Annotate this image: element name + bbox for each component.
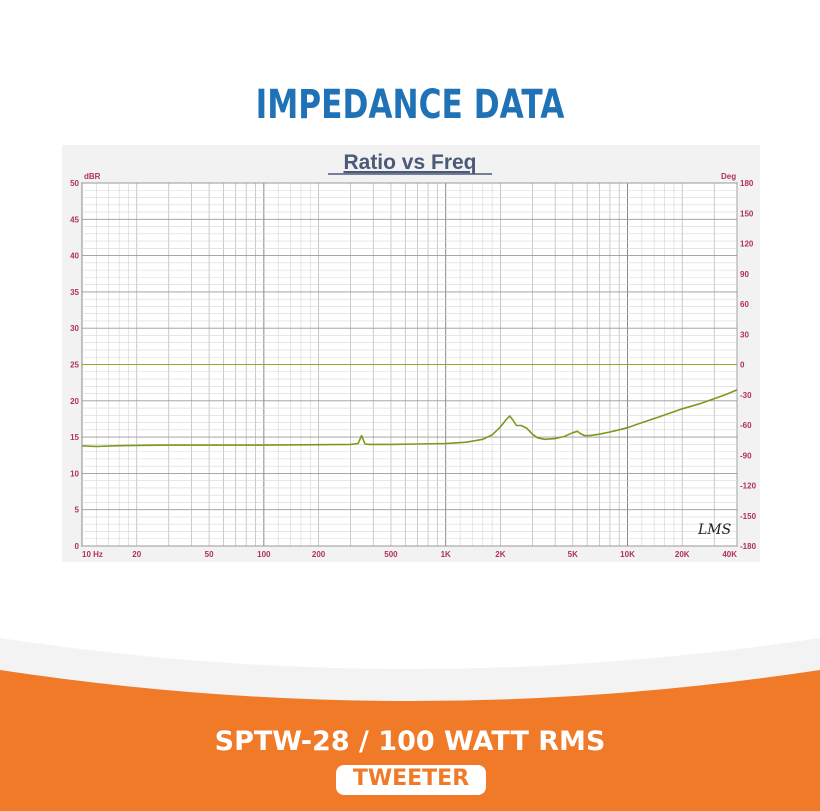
x-tick-label: 5K xyxy=(568,550,578,559)
footer-wave xyxy=(0,638,820,811)
y-tick-label: 40 xyxy=(70,252,79,261)
impedance-chart: Ratio vs Freq dBR Deg 0 5 10 15 20 25 30 35 40 45… xyxy=(62,145,760,562)
type-label: TWEETER xyxy=(352,766,470,791)
x-tick-label: 40K xyxy=(722,550,737,559)
y2-tick-label: -180 xyxy=(740,542,757,551)
y-axis-label: dBR xyxy=(84,172,101,181)
y-tick-label: 5 xyxy=(75,506,80,515)
y-tick-label: 0 xyxy=(75,542,80,551)
y2-tick-label: 30 xyxy=(740,330,749,339)
x-tick-label: 1K xyxy=(441,550,451,559)
x-tick-label: 2K xyxy=(495,550,505,559)
y2-tick-label: -60 xyxy=(740,421,752,430)
y2-tick-label: -120 xyxy=(740,482,757,491)
y2-tick-label: 90 xyxy=(740,270,749,279)
y2-tick-label: -90 xyxy=(740,451,752,460)
type-badge: TWEETER xyxy=(336,765,486,795)
y-tick-label: 45 xyxy=(70,215,79,224)
y-tick-label: 50 xyxy=(70,179,79,188)
y-tick-label: 25 xyxy=(70,361,79,370)
y2-axis-label: Deg xyxy=(721,172,736,181)
chart-canvas: Ratio vs Freq dBR Deg 0 5 10 15 20 25 30 35 40 45… xyxy=(70,151,756,559)
y-tick-label: 15 xyxy=(70,433,79,442)
x-tick-label: 20 xyxy=(132,550,141,559)
model-label: SPTW-28 / 100 WATT RMS xyxy=(214,726,606,757)
x-tick-label: 10 Hz xyxy=(82,550,103,559)
tick-label-layer: 0 5 10 15 20 25 30 35 40 45 50 180 150 120 90 60 30 0 -30 -… xyxy=(70,179,756,559)
x-tick-label: 100 xyxy=(257,550,271,559)
series-layer xyxy=(81,364,738,448)
y-tick-label: 35 xyxy=(70,288,79,297)
x-tick-label: 200 xyxy=(312,550,326,559)
x-tick-label: 500 xyxy=(384,550,398,559)
chart-title: Ratio vs Freq xyxy=(343,151,476,174)
x-tick-label: 20K xyxy=(675,550,690,559)
page-title: IMPEDANCE DATA xyxy=(255,82,565,128)
footer-orange-shape xyxy=(0,670,820,811)
y2-tick-label: 0 xyxy=(740,361,745,370)
y2-tick-label: -150 xyxy=(740,512,757,521)
y2-tick-label: -30 xyxy=(740,391,752,400)
x-tick-label: 10K xyxy=(620,550,635,559)
y2-tick-label: 150 xyxy=(740,209,754,218)
impedance-curve xyxy=(81,389,738,448)
y2-tick-label: 60 xyxy=(740,300,749,309)
footer-banner xyxy=(0,620,820,811)
y2-tick-label: 120 xyxy=(740,240,754,249)
y-tick-label: 20 xyxy=(70,397,79,406)
y-tick-label: 30 xyxy=(70,324,79,333)
x-tick-label: 50 xyxy=(205,550,214,559)
watermark-logo: LMS xyxy=(697,522,731,538)
y-tick-label: 10 xyxy=(70,469,79,478)
y2-tick-label: 180 xyxy=(740,179,754,188)
